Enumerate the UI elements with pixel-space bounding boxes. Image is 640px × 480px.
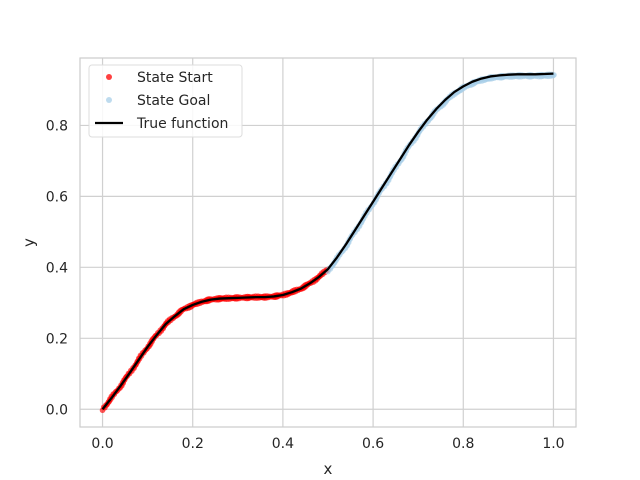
legend-label: State Goal [137,93,210,109]
series-layer [99,71,557,414]
series-state-goal [325,71,557,275]
legend-label: True function [136,116,228,132]
y-tick-label: 0.0 [46,402,68,418]
x-tick-label: 0.0 [91,436,113,452]
plot-frame [79,57,577,428]
x-tick-label: 0.4 [272,436,294,452]
legend-box [88,64,243,138]
x-tick-label: 0.6 [362,436,384,452]
legend-label: State Start [137,70,213,86]
tick-labels: 0.0 0.2 0.4 0.6 0.8 1.0 0.0 0.2 0.4 0.6 0.8 [46,118,565,452]
legend-marker [106,97,112,103]
x-tick-label: 0.8 [452,436,474,452]
y-tick-label: 0.2 [46,331,68,347]
series-state-start [99,266,332,414]
y-tick-label: 0.6 [46,189,68,205]
series-true-function [101,72,554,410]
legend: State Start State Goal True function [88,64,243,138]
x-axis-label: x [324,460,333,478]
y-tick-label: 0.4 [46,260,68,276]
y-tick-label: 0.8 [46,118,68,134]
x-tick-label: 1.0 [542,436,564,452]
true-function-line [101,72,554,410]
y-axis-label: y [20,238,38,247]
x-tick-label: 0.2 [182,436,204,452]
legend-marker [106,74,112,80]
